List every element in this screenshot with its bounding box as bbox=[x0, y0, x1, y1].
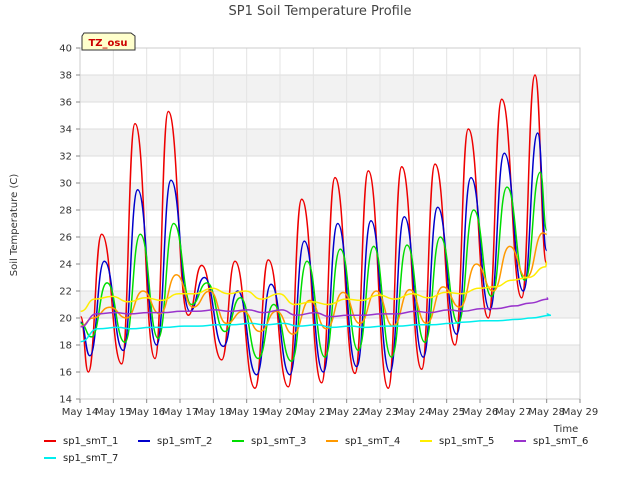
y-tick-label: 34 bbox=[59, 125, 72, 136]
series-lines bbox=[79, 74, 552, 389]
x-tick-label: May 23 bbox=[362, 407, 399, 418]
y-tick-label: 20 bbox=[59, 314, 72, 325]
background-band bbox=[80, 183, 580, 210]
legend-label-sp1_smT_5: sp1_smT_5 bbox=[439, 436, 494, 447]
legend-label-sp1_smT_2: sp1_smT_2 bbox=[157, 436, 212, 447]
series-line-sp1_smT_3 bbox=[80, 171, 548, 362]
y-tick-label: 16 bbox=[59, 368, 72, 379]
x-axis-label: Time bbox=[553, 424, 578, 435]
x-tick-label: May 26 bbox=[462, 407, 499, 418]
x-tick-label: May 15 bbox=[95, 407, 132, 418]
background-band bbox=[80, 264, 580, 291]
background-band bbox=[80, 102, 580, 129]
y-tick-label: 32 bbox=[59, 152, 72, 163]
x-tick-label: May 18 bbox=[195, 407, 232, 418]
x-tick-label: May 16 bbox=[128, 407, 165, 418]
y-tick-label: 24 bbox=[59, 260, 72, 271]
y-axis-ticks: 14 16 18 20 22 24 26 28 30 32 34 36 38 40 bbox=[59, 44, 80, 406]
x-tick-label: May 20 bbox=[262, 407, 299, 418]
y-tick-label: 14 bbox=[59, 395, 72, 406]
x-tick-label: May 14 bbox=[62, 407, 99, 418]
y-tick-label: 38 bbox=[59, 71, 72, 82]
x-tick-label: May 21 bbox=[295, 407, 332, 418]
legend-label-sp1_smT_1: sp1_smT_1 bbox=[63, 436, 118, 447]
series-line-sp1_smT_7 bbox=[80, 313, 552, 343]
background-band bbox=[80, 48, 580, 75]
legend-label-sp1_smT_6: sp1_smT_6 bbox=[533, 436, 588, 447]
x-tick-label: May 28 bbox=[528, 407, 565, 418]
y-axis-label: Soil Temperature (C) bbox=[9, 174, 20, 277]
background-band bbox=[80, 372, 580, 399]
legend: sp1_smT_1 sp1_smT_2 sp1_smT_3 sp1_smT_4 sp1_… bbox=[44, 436, 588, 464]
background-band bbox=[80, 75, 580, 102]
legend-label-sp1_smT_3: sp1_smT_3 bbox=[251, 436, 306, 447]
chart-title: SP1 Soil Temperature Profile bbox=[229, 4, 412, 19]
x-tick-label: May 19 bbox=[228, 407, 265, 418]
plot-frame bbox=[79, 47, 581, 400]
background-band bbox=[80, 156, 580, 183]
x-tick-label: May 29 bbox=[562, 407, 599, 418]
x-tick-label: May 24 bbox=[395, 407, 432, 418]
y-tick-label: 22 bbox=[59, 287, 72, 298]
legend-label-sp1_smT_4: sp1_smT_4 bbox=[345, 436, 400, 447]
x-tick-label: May 17 bbox=[162, 407, 199, 418]
site-badge: TZ_osu bbox=[81, 32, 136, 51]
legend-label-sp1_smT_7: sp1_smT_7 bbox=[63, 453, 118, 464]
y-tick-label: 30 bbox=[59, 179, 72, 190]
background-band bbox=[80, 129, 580, 156]
y-tick-label: 26 bbox=[59, 233, 72, 244]
y-tick-label: 28 bbox=[59, 206, 72, 217]
x-tick-label: May 27 bbox=[495, 407, 532, 418]
series-line-sp1_smT_6 bbox=[80, 297, 549, 328]
y-tick-label: 40 bbox=[59, 44, 72, 55]
site-badge-label: TZ_osu bbox=[88, 38, 127, 49]
background-band bbox=[80, 345, 580, 372]
y-tick-label: 36 bbox=[59, 98, 72, 109]
series-line-sp1_smT_5 bbox=[80, 260, 548, 313]
series-line-sp1_smT_1 bbox=[79, 74, 548, 389]
x-tick-label: May 22 bbox=[328, 407, 365, 418]
x-tick-label: May 25 bbox=[428, 407, 465, 418]
y-tick-label: 18 bbox=[59, 341, 72, 352]
